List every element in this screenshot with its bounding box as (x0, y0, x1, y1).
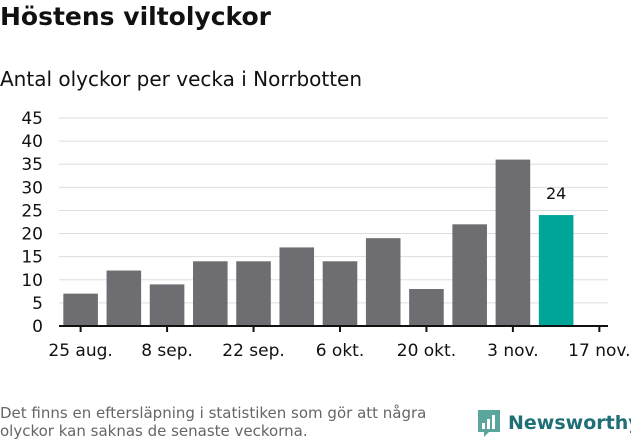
axes (59, 325, 608, 332)
x-tick-label: 25 aug. (48, 341, 112, 361)
x-tick-label: 20 okt. (397, 341, 456, 361)
x-tick-label: 22 sep. (222, 341, 285, 361)
bar (106, 270, 142, 326)
bar (322, 261, 358, 326)
x-tick-label: 8 sep. (141, 341, 193, 361)
newsworthy-logo-icon (478, 410, 500, 437)
brand-logo[interactable]: Newsworthy (476, 408, 631, 438)
bar (452, 224, 487, 326)
y-tick-label: 25 (21, 201, 43, 221)
y-tick-label: 10 (21, 271, 43, 291)
chart-title: Höstens viltolyckor (0, 2, 271, 31)
x-tick-label: 3 nov. (487, 341, 539, 361)
bar (193, 261, 228, 326)
brand-name: Newsworthy (508, 412, 631, 434)
data-label: 24 (546, 184, 566, 203)
y-tick-label: 0 (32, 317, 43, 337)
y-tick-label: 45 (21, 109, 43, 129)
bar (495, 159, 531, 326)
bars (63, 159, 574, 326)
y-tick-label: 5 (32, 294, 43, 314)
bar (409, 289, 444, 326)
bar (365, 238, 401, 326)
y-tick-label: 20 (21, 225, 43, 245)
bar (279, 247, 315, 326)
bar-chart: 0 5 10 15 20 25 30 35 40 45 24 25 aug. 8 sep. 22 sep.… (21, 109, 630, 361)
y-tick-label: 35 (21, 155, 43, 175)
bar (236, 261, 271, 326)
y-tick-label: 15 (21, 248, 43, 268)
bar (149, 284, 185, 326)
x-tick-label: 17 nov. (568, 341, 630, 361)
x-tick-label: 6 okt. (316, 341, 365, 361)
y-tick-label: 30 (21, 178, 43, 198)
bar (63, 293, 98, 326)
y-tick-label: 40 (21, 132, 43, 152)
footnote: Det finns en eftersläpning i statistiken… (0, 404, 427, 440)
chart-subtitle: Antal olyckor per vecka i Norrbotten (0, 67, 363, 91)
bar-highlight (538, 215, 574, 326)
labels: 0 5 10 15 20 25 30 35 40 45 24 25 aug. 8 sep. 22 sep.… (21, 109, 630, 361)
